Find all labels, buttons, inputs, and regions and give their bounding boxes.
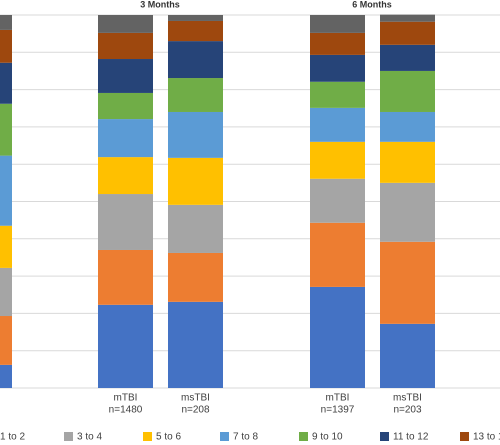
legend-swatch (460, 432, 469, 441)
bar-segment (310, 32, 365, 55)
group-label: 6 Months (352, 0, 392, 9)
bar-segment (380, 70, 435, 112)
legend-label: 5 to 6 (156, 432, 181, 443)
bar-segment (380, 141, 435, 183)
legend-swatch (64, 432, 73, 441)
bar-segment (0, 364, 12, 388)
bar-segment (98, 194, 153, 250)
bar-segment (168, 157, 223, 205)
bar-segment (380, 241, 435, 324)
legend-swatch (220, 432, 229, 441)
x-tick-label: mTBI (114, 393, 138, 404)
bar-segment (0, 267, 12, 317)
legend-swatch (143, 432, 152, 441)
legend-label: 7 to 8 (233, 432, 258, 443)
bar-segment (98, 249, 153, 305)
bar-segment (310, 286, 365, 388)
bar-segment (168, 15, 223, 21)
legend-label: 3 to 4 (77, 432, 102, 443)
bar-segment (0, 103, 12, 156)
bar-segment (168, 301, 223, 388)
bar-segment (310, 15, 365, 33)
bar-segment (380, 111, 435, 142)
sample-size: n=1397 (321, 405, 355, 416)
sample-size: n=1480 (109, 405, 143, 416)
bar-segment (98, 304, 153, 388)
bar-segment (168, 20, 223, 42)
bar-segment (168, 252, 223, 302)
bar-segment (168, 204, 223, 253)
bar-segment (380, 323, 435, 388)
bar-segment (0, 15, 12, 30)
bar-segment (0, 29, 12, 63)
bar-segment (380, 44, 435, 71)
bar-segment (98, 92, 153, 120)
bar-segment (168, 41, 223, 79)
bar-segment (168, 78, 223, 112)
bar-segment (0, 316, 12, 365)
sample-size: n=208 (181, 405, 210, 416)
legend-label: 1 to 2 (0, 432, 25, 443)
legend-swatch (380, 432, 389, 441)
bar-segment (310, 81, 365, 108)
bar-segment (310, 54, 365, 82)
x-tick-label: msTBI (181, 393, 210, 404)
bar-segment (98, 15, 153, 33)
legend-label: 13 to 14 (473, 432, 500, 443)
bar-segment (310, 141, 365, 179)
legend-label: 11 to 12 (393, 432, 429, 443)
legend-label: 9 to 10 (312, 432, 343, 443)
x-tick-label: mTBI (326, 393, 350, 404)
bar-segment (0, 155, 12, 226)
bar-segment (380, 14, 435, 22)
bar-segment (0, 62, 12, 104)
sample-size: n=203 (393, 405, 422, 416)
bar-segment (98, 157, 153, 195)
bar-segment (98, 119, 153, 158)
bar-segment (380, 182, 435, 242)
x-tick-label: msTBI (393, 393, 422, 404)
bar-segment (98, 59, 153, 93)
bar-segment (310, 107, 365, 142)
bar-segment (98, 32, 153, 60)
bar-segment (310, 178, 365, 223)
bar-segment (0, 225, 12, 268)
bar-segment (310, 222, 365, 287)
legend-swatch (299, 432, 308, 441)
group-label: 3 Months (140, 0, 180, 9)
bar-segment (168, 111, 223, 158)
bar-segment (380, 21, 435, 45)
